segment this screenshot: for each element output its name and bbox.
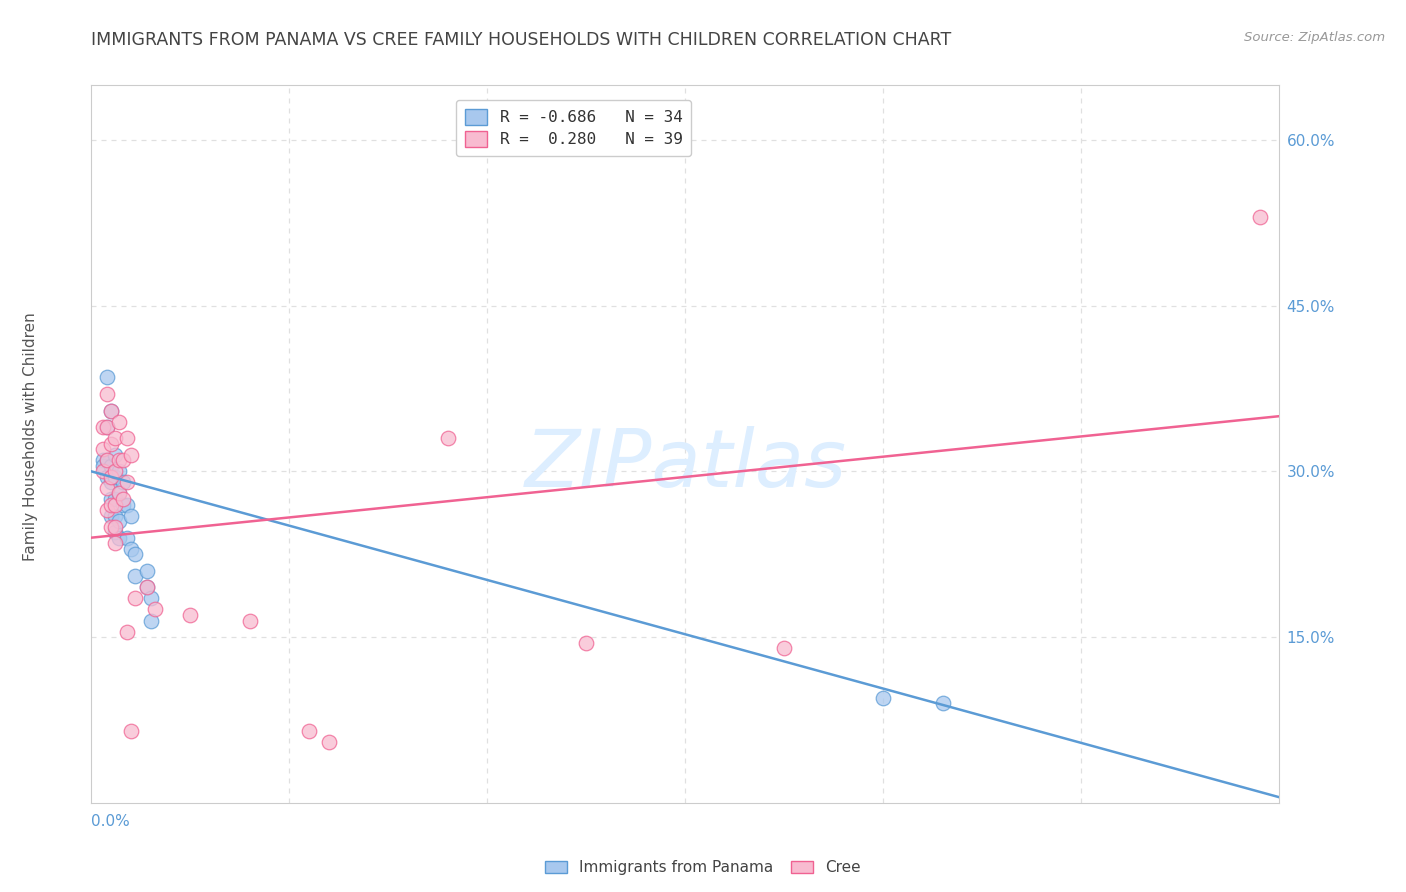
Point (575, 635, 598, 649)
Point (91, 420, 114, 434)
Point (104, 508, 127, 523)
Point (932, 697, 955, 711)
Point (104, 519, 127, 533)
Point (135, 581, 157, 595)
Point (108, 531, 131, 545)
Legend: Immigrants from Panama, Cree: Immigrants from Panama, Cree (541, 855, 865, 880)
Point (115, 431, 138, 445)
Point (96, 420, 118, 434)
Point (104, 431, 127, 445)
Point (112, 475, 135, 490)
Point (91, 442, 114, 457)
Point (104, 470, 127, 484)
Point (96, 370, 118, 384)
Point (100, 437, 122, 451)
Point (1249, 211, 1271, 225)
Point (104, 491, 127, 506)
Point (100, 403, 122, 417)
Legend: R = -0.686   N = 34, R =  0.280   N = 39: R = -0.686 N = 34, R = 0.280 N = 39 (456, 100, 692, 156)
Point (143, 602, 166, 616)
Point (91, 453, 114, 467)
Point (115, 498, 138, 512)
Point (104, 525, 127, 540)
Point (112, 453, 135, 467)
Point (773, 641, 796, 656)
Point (120, 508, 142, 523)
Point (100, 519, 122, 533)
Point (104, 536, 127, 550)
Point (436, 431, 458, 445)
Point (135, 581, 157, 595)
Point (100, 498, 122, 512)
Point (100, 403, 122, 417)
Point (112, 491, 135, 506)
Text: 0.0%: 0.0% (91, 814, 131, 829)
Point (120, 541, 142, 556)
Point (96, 453, 118, 467)
Point (179, 607, 201, 622)
Point (135, 564, 157, 578)
Text: Family Households with Children: Family Households with Children (24, 313, 38, 561)
Point (124, 591, 146, 606)
Point (100, 475, 122, 490)
Point (104, 464, 127, 478)
Point (108, 486, 131, 500)
Point (100, 491, 122, 506)
Point (298, 724, 321, 739)
Point (120, 448, 142, 462)
Point (96, 420, 118, 434)
Point (108, 486, 131, 500)
Text: IMMIGRANTS FROM PANAMA VS CREE FAMILY HOUSEHOLDS WITH CHILDREN CORRELATION CHART: IMMIGRANTS FROM PANAMA VS CREE FAMILY HO… (91, 31, 952, 49)
Point (96, 503, 118, 517)
Point (108, 415, 131, 429)
Point (115, 475, 138, 490)
Text: Source: ZipAtlas.com: Source: ZipAtlas.com (1244, 31, 1385, 45)
Point (872, 690, 894, 705)
Point (139, 591, 162, 606)
Point (96, 470, 118, 484)
Point (115, 531, 138, 545)
Point (124, 547, 146, 561)
Point (100, 470, 122, 484)
Point (124, 569, 146, 583)
Point (139, 614, 162, 628)
Point (108, 453, 131, 467)
Point (318, 735, 340, 749)
Point (112, 498, 135, 512)
Point (104, 498, 127, 512)
Point (115, 624, 138, 639)
Point (239, 614, 262, 628)
Point (91, 458, 114, 473)
Point (104, 448, 127, 462)
Point (100, 508, 122, 523)
Point (96, 481, 118, 495)
Point (120, 724, 142, 739)
Text: ZIPatlas: ZIPatlas (524, 426, 846, 504)
Point (96, 453, 118, 467)
Point (91, 464, 114, 478)
Point (100, 458, 122, 473)
Point (108, 464, 131, 478)
Point (96, 387, 118, 401)
Point (108, 514, 131, 528)
